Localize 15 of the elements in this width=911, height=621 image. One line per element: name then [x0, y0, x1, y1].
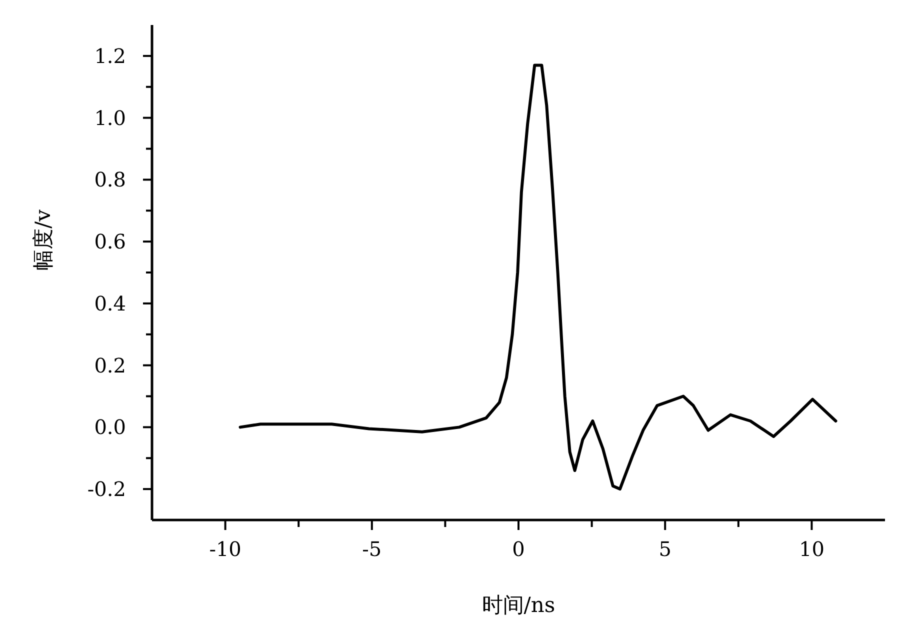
x-axis-title: 时间/ns: [482, 593, 556, 617]
y-tick-label: -0.2: [87, 477, 126, 502]
y-tick-label: 0.8: [94, 168, 126, 192]
y-tick-label: 1.0: [94, 106, 126, 130]
x-tick-label: 10: [798, 537, 824, 561]
y-tick-label: 0.0: [94, 415, 126, 440]
x-tick-label: -5: [362, 537, 382, 561]
y-tick-label: 1.2: [94, 44, 126, 68]
x-tick-label: 0: [512, 537, 525, 561]
y-axis-title: 幅度/v: [31, 209, 55, 270]
y-tick-label: 0.2: [94, 353, 126, 378]
y-tick-label: 0.6: [94, 230, 126, 254]
y-tick-label: 0.4: [94, 291, 126, 316]
x-tick-label: 5: [658, 537, 672, 561]
x-tick-label: -10: [209, 537, 242, 561]
